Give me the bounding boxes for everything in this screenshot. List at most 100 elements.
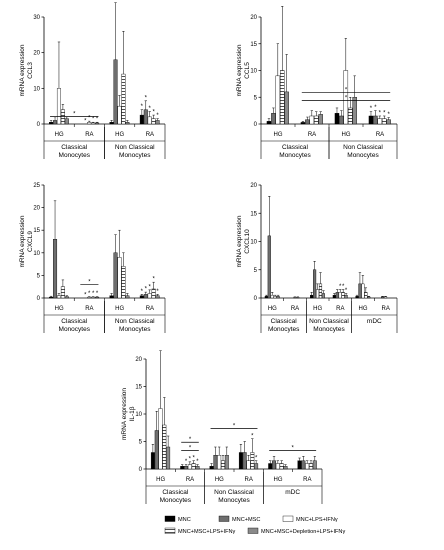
bar xyxy=(381,296,385,299)
group-label-line: Monocytes xyxy=(268,326,300,333)
bar xyxy=(221,460,225,470)
significance-star: * xyxy=(339,284,342,290)
significance-star: * xyxy=(233,423,236,429)
bar xyxy=(318,114,323,125)
group-label-line: Non Classical xyxy=(309,318,349,325)
bar xyxy=(301,460,306,470)
bar xyxy=(60,286,65,299)
category-label: HG xyxy=(215,477,224,483)
y-axis-label: mRNA expressionIL-1β xyxy=(121,388,136,440)
category-label: HG xyxy=(359,306,368,312)
significance-star: * xyxy=(73,111,76,117)
group-label-line: mDC xyxy=(285,489,300,496)
bar xyxy=(386,119,391,125)
legend-swatch xyxy=(164,515,176,522)
category-label: RA xyxy=(244,477,252,483)
group-label-line: Monocytes xyxy=(347,152,379,159)
group-label-line: Monocytes xyxy=(218,497,250,504)
bar xyxy=(180,466,185,470)
significance-star: * xyxy=(84,293,87,299)
bar xyxy=(368,115,374,125)
group-label-line: Monocytes xyxy=(59,326,91,333)
y-tick-label: 0 xyxy=(139,467,143,473)
bar xyxy=(64,118,69,125)
bar xyxy=(56,295,61,299)
y-tick-label: 30 xyxy=(33,15,40,21)
y-tick-label: 15 xyxy=(250,211,257,217)
y-axis-label-line: mRNA expression xyxy=(236,44,243,96)
bar xyxy=(254,463,259,470)
significance-star: * xyxy=(387,112,390,118)
bar xyxy=(154,430,159,470)
legend-item: MNC+MSC+LPS+IFNγ xyxy=(164,527,236,535)
bar xyxy=(187,464,192,470)
y-tick-label: 5 xyxy=(37,273,41,279)
group-label-line: Classical xyxy=(271,318,298,325)
significance-star: * xyxy=(189,445,192,451)
bar xyxy=(155,120,160,125)
legend-item: MNC+LPS+IFNγ xyxy=(282,515,338,523)
bar xyxy=(49,296,54,299)
group-label-line: Monocytes xyxy=(119,152,151,159)
group-label-line: Non Classical xyxy=(115,318,155,325)
category-label: HG xyxy=(342,132,351,138)
legend-item: MNC+MSC xyxy=(218,515,260,523)
group-label: Classical Monocytes xyxy=(268,318,300,333)
group-label-line: Monocytes xyxy=(59,152,91,159)
significance-star: * xyxy=(149,106,152,112)
significance-star: * xyxy=(345,95,348,101)
bar xyxy=(268,463,273,470)
bar xyxy=(246,460,251,470)
bar xyxy=(293,297,297,299)
group-label-line: Non Classical xyxy=(115,144,155,151)
group-label-line: Classical xyxy=(282,144,309,151)
legend-label: MNC xyxy=(178,517,191,523)
group-label-line: Monocytes xyxy=(279,152,311,159)
bar xyxy=(273,296,277,299)
bar xyxy=(383,296,388,299)
category-label: HG xyxy=(313,306,322,312)
bar xyxy=(361,283,365,299)
category-label: RA xyxy=(336,306,344,312)
bar xyxy=(272,460,276,470)
significance-star: * xyxy=(96,117,99,123)
bar xyxy=(162,424,167,470)
legend-label: MNC+MSC+Depletion+LPS+IFNγ xyxy=(261,529,345,535)
bar xyxy=(279,463,284,470)
bar xyxy=(217,455,222,470)
y-tick-label: 0 xyxy=(254,122,258,128)
category-label: RA xyxy=(376,132,384,138)
bar xyxy=(191,463,196,470)
significance-star: * xyxy=(92,117,95,123)
bar xyxy=(109,295,114,299)
y-tick-label: 25 xyxy=(33,183,40,189)
y-tick-label: 10 xyxy=(250,240,257,246)
significance-star: * xyxy=(192,455,195,461)
significance-star: * xyxy=(185,459,188,465)
significance-star: * xyxy=(255,455,258,461)
category-label: HG xyxy=(156,477,165,483)
significance-star: * xyxy=(156,289,159,295)
category-label: RA xyxy=(308,132,316,138)
bar xyxy=(91,296,96,299)
group-label: Classical Monocytes xyxy=(279,144,311,159)
significance-star: * xyxy=(383,110,386,116)
group-label-line: Monocytes xyxy=(160,497,192,504)
bar xyxy=(158,408,163,470)
significance-star: * xyxy=(152,277,155,283)
bar xyxy=(87,122,92,125)
bar xyxy=(147,116,152,125)
bar xyxy=(313,269,317,299)
bar xyxy=(121,73,126,125)
y-axis-label-line: CXCL10 xyxy=(244,229,251,254)
significance-star: * xyxy=(92,291,95,297)
bar xyxy=(56,88,61,125)
category-label: HG xyxy=(274,132,283,138)
significance-star: * xyxy=(88,116,91,122)
group-label-line: Monocytes xyxy=(313,326,345,333)
y-tick-label: 5 xyxy=(254,95,258,101)
y-axis-label: mRNA expressionCCL5 xyxy=(236,44,251,96)
bar xyxy=(300,122,306,125)
